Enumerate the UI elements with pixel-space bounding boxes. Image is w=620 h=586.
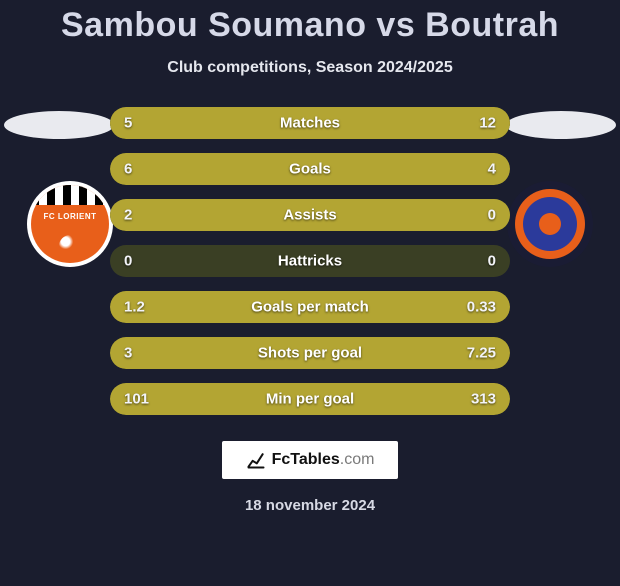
bar-fill-right: [206, 383, 510, 415]
bar-fill-right: [350, 153, 510, 185]
stat-bar: 0 0 Hattricks: [110, 245, 510, 277]
bar-value-left: 6: [124, 161, 132, 178]
bar-label: Shots per goal: [258, 345, 362, 362]
player-photo-placeholder-left: [4, 111, 114, 139]
branding-badge: FcTables.com: [222, 441, 398, 479]
stat-bar: 6 4 Goals: [110, 153, 510, 185]
subtitle: Club competitions, Season 2024/2025: [0, 59, 620, 77]
bar-label: Goals per match: [251, 299, 369, 316]
bar-value-right: 0: [488, 253, 496, 270]
bar-value-left: 1.2: [124, 299, 145, 316]
bar-value-left: 101: [124, 391, 149, 408]
stat-bar: 1.2 0.33 Goals per match: [110, 291, 510, 323]
bar-label: Min per goal: [266, 391, 354, 408]
lorient-badge-icon: FC LORIENT: [31, 185, 109, 263]
club2-badge-icon: [515, 189, 585, 259]
bar-value-right: 0: [488, 207, 496, 224]
date-label: 18 november 2024: [0, 497, 620, 514]
bar-value-left: 3: [124, 345, 132, 362]
bar-value-left: 2: [124, 207, 132, 224]
bar-value-left: 0: [124, 253, 132, 270]
club-badge-left: FC LORIENT: [27, 181, 113, 267]
bar-value-right: 12: [479, 115, 496, 132]
bar-value-left: 5: [124, 115, 132, 132]
stat-bar: 2 0 Assists: [110, 199, 510, 231]
page-title: Sambou Soumano vs Boutrah: [0, 6, 620, 45]
bar-value-right: 0.33: [467, 299, 496, 316]
branding-text: FcTables.com: [272, 451, 375, 469]
bar-value-right: 4: [488, 161, 496, 178]
bar-label: Matches: [280, 115, 340, 132]
comparison-content: FC LORIENT 5 12 Matches 6 4 Goals 2 0 Assists 0 0 H…: [0, 107, 620, 415]
club-badge-right: [507, 181, 593, 267]
stat-bar: 101 313 Min per goal: [110, 383, 510, 415]
bar-value-right: 7.25: [467, 345, 496, 362]
bar-value-right: 313: [471, 391, 496, 408]
chart-icon: [246, 450, 266, 470]
bar-label: Hattricks: [278, 253, 342, 270]
bar-fill-right: [226, 107, 510, 139]
player-photo-placeholder-right: [506, 111, 616, 139]
stat-bars: 5 12 Matches 6 4 Goals 2 0 Assists 0 0 Hattricks 1.2…: [110, 107, 510, 415]
bar-label: Goals: [289, 161, 331, 178]
stat-bar: 5 12 Matches: [110, 107, 510, 139]
bar-label: Assists: [283, 207, 336, 224]
stat-bar: 3 7.25 Shots per goal: [110, 337, 510, 369]
